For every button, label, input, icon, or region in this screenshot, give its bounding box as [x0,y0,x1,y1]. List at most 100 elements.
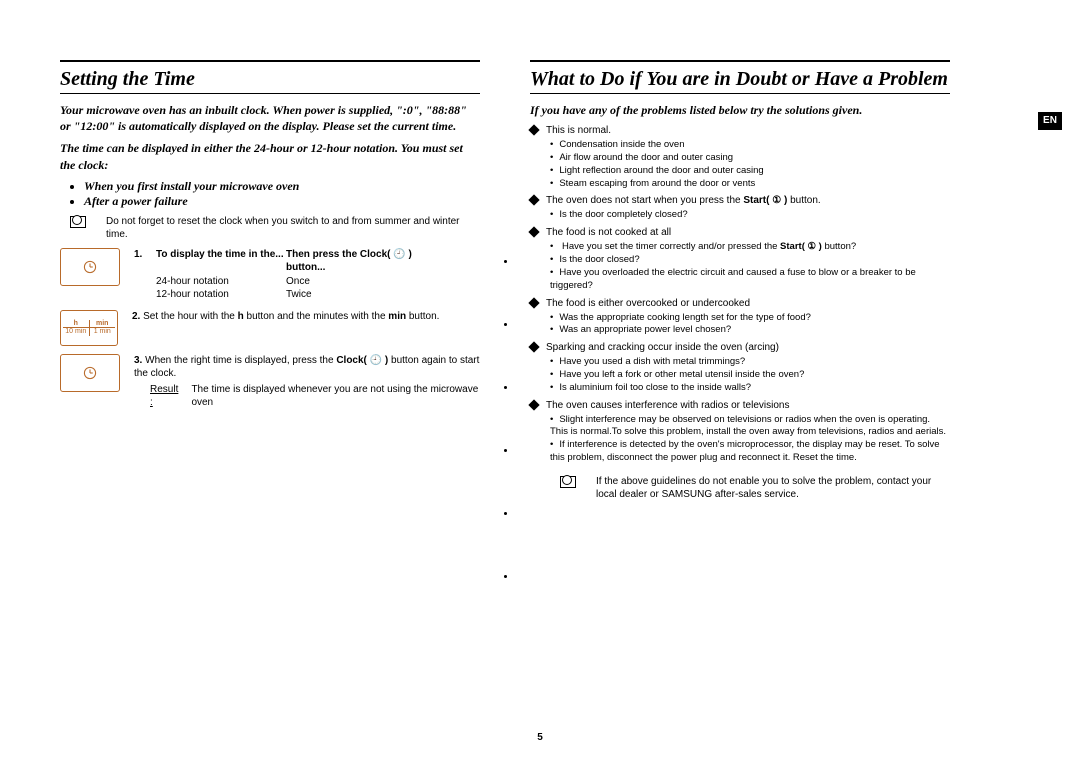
problem-list: Is the door completely closed? [550,209,950,222]
list-item: After a power failure [84,194,480,209]
table-cell: 24-hour notation [156,275,286,289]
result-label: Result : [150,383,181,410]
table-cell: Twice [286,288,416,302]
problem-heading: The food is not cooked at all [546,226,671,239]
rule [60,60,480,62]
problem-block: The food is not cooked at all [530,226,950,239]
step-body: 2. Set the hour with the h button and th… [132,310,480,324]
step-text: When the right time is displayed, press … [145,355,336,366]
problem-block: The food is either overcooked or underco… [530,297,950,310]
section-title-left: Setting the Time [60,68,480,91]
min-bold: min [388,311,406,322]
list-item: If interference is detected by the oven'… [550,439,950,465]
diamond-icon [528,227,539,238]
t: button. [787,195,820,206]
rule [530,93,950,94]
problem-heading: Sparking and cracking occur inside the o… [546,341,779,354]
t: The oven does not start when you press t… [546,195,743,206]
list-item: Is aluminium foil too close to the insid… [550,382,950,395]
step-1: 1. To display the time in the... Then pr… [60,248,480,302]
table-cell: 12-hour notation [156,288,286,302]
step-body: 1. To display the time in the... Then pr… [134,248,480,302]
step-2: h 10 min min 1 min 2. Set the hour with … [60,310,480,346]
list-item: Slight interference may be observed on t… [550,414,950,440]
step-text: button and the minutes with the [244,311,389,322]
final-note-block: If the above guidelines do not enable yo… [560,475,950,502]
t: Have you set the timer correctly and/or … [562,241,780,252]
table-header: Then press the Clock( 🕘 ) button... [286,248,416,275]
diamond-icon [528,341,539,352]
rule [60,93,480,94]
table-cell: Once [286,275,416,289]
min-label: min [90,320,116,329]
list-item: Have you overloaded the electric circuit… [550,267,950,293]
clock-button-icon [60,354,120,392]
column-separator [500,60,510,638]
list-item: Was an appropriate power level chosen? [550,324,950,337]
note-icon [560,476,576,488]
step-text: Set the hour with the [143,311,238,322]
language-tab: EN [1038,112,1062,130]
problem-list: Have you used a dish with metal trimming… [550,356,950,394]
list-item: Have you left a fork or other metal uten… [550,369,950,382]
list-item: Air flow around the door and outer casin… [550,152,950,165]
start-bold: Start( ① ) [743,195,787,206]
diamond-icon [528,195,539,206]
problem-block: Sparking and cracking occur inside the o… [530,341,950,354]
intro-text: Your microwave oven has an inbuilt clock… [60,102,480,134]
table-header: To display the time in the... [156,248,286,275]
step-body: 3. When the right time is displayed, pre… [134,354,480,410]
problem-block: The oven causes interference with radios… [530,399,950,412]
note-text: Do not forget to reset the clock when yo… [106,215,480,242]
list-item: Is the door closed? [550,254,950,267]
list-item: Steam escaping from around the door or v… [550,178,950,191]
start-bold: Start( ① ) [780,241,822,252]
result-text: The time is displayed whenever you are n… [191,383,480,410]
problem-heading: The food is either overcooked or underco… [546,297,750,310]
h-label: h [63,320,89,329]
step-text: button. [406,311,439,322]
list-item: Condensation inside the oven [550,139,950,152]
page-number: 5 [0,732,1080,743]
rule [530,60,950,62]
min-sub: 1 min [90,328,116,336]
separator-dot [504,260,507,263]
note-text: If the above guidelines do not enable yo… [596,475,950,502]
diamond-icon [528,399,539,410]
separator-dot [504,575,507,578]
problem-block: The oven does not start when you press t… [530,194,950,207]
step-number: 2. [132,311,140,322]
t: button? [822,241,856,252]
note-icon [70,216,86,228]
problem-list: Have you set the timer correctly and/or … [550,241,950,292]
clock-reasons-list: When you first install your microwave ov… [84,179,480,209]
diamond-icon [528,297,539,308]
clock-bold: Clock( 🕘 ) [336,355,388,366]
list-item: Light reflection around the door and out… [550,165,950,178]
problem-block: This is normal. [530,124,950,137]
intro-text: The time can be displayed in either the … [60,140,480,172]
list-item: Was the appropriate cooking length set f… [550,312,950,325]
separator-dot [504,512,507,515]
two-column-layout: Setting the Time Your microwave oven has… [60,60,1020,638]
manual-page: EN Setting the Time Your microwave oven … [0,0,1080,763]
h-min-button-icon: h 10 min min 1 min [60,310,118,346]
problem-list: Slight interference may be observed on t… [550,414,950,465]
diamond-icon [528,125,539,136]
list-item: Is the door completely closed? [550,209,950,222]
note-block: Do not forget to reset the clock when yo… [70,215,480,242]
separator-dot [504,449,507,452]
intro-text: If you have any of the problems listed b… [530,102,950,118]
list-item: Have you used a dish with metal trimming… [550,356,950,369]
problem-heading: The oven does not start when you press t… [546,194,821,207]
section-title-right: What to Do if You are in Doubt or Have a… [530,68,950,91]
left-column: Setting the Time Your microwave oven has… [60,60,480,638]
step-3: 3. When the right time is displayed, pre… [60,354,480,410]
step-number: 1. [134,248,156,275]
right-column: What to Do if You are in Doubt or Have a… [530,60,950,638]
h-sub: 10 min [63,328,89,336]
problem-heading: The oven causes interference with radios… [546,399,789,412]
problem-heading: This is normal. [546,124,611,137]
separator-dot [504,323,507,326]
clock-button-icon [60,248,120,286]
